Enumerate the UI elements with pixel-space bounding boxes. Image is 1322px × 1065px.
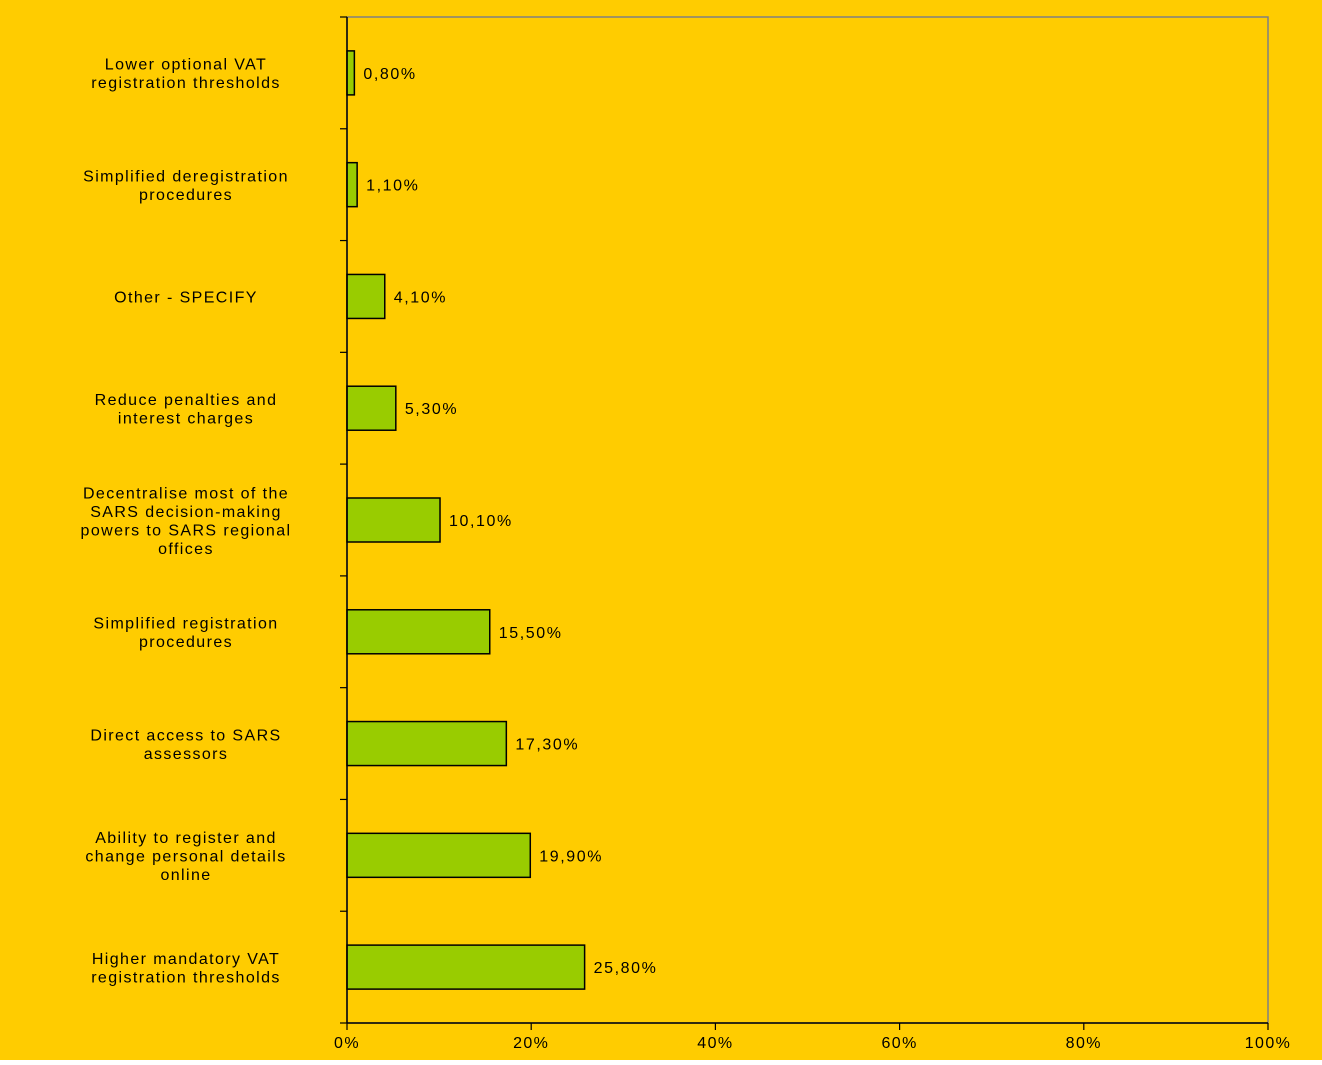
category-label-line: Other - SPECIFY: [114, 289, 258, 306]
category-label: Lower optional VAT registration threshold…: [91, 57, 281, 93]
category-label-line: procedures: [139, 187, 233, 204]
category-label-line: Simplified deregistration: [83, 168, 289, 185]
bar: [346, 944, 586, 990]
category-label: Ability to register and change personal d…: [85, 830, 286, 884]
data-label: 15,50%: [499, 625, 563, 642]
category-label: Simplified deregistration procedures: [83, 168, 289, 204]
bar: [346, 497, 441, 543]
category-label-line: registration thresholds: [91, 969, 281, 986]
data-label: 0,80%: [363, 66, 416, 83]
category-label: Direct access to SARS assessors: [90, 727, 281, 763]
category-label-line: Reduce penalties and: [95, 392, 278, 409]
bar: [346, 720, 508, 767]
x-tick-label: 40%: [697, 1035, 733, 1052]
data-label: 10,10%: [449, 513, 513, 530]
category-label-line: Decentralise most of the: [83, 485, 289, 502]
x-tick-label: 0%: [334, 1035, 360, 1052]
category-label-line: change personal details: [85, 848, 286, 865]
bar: [346, 273, 386, 320]
category-label-line: assessors: [144, 746, 229, 763]
category-label-line: SARS decision-making: [90, 504, 282, 521]
x-tick-label: 60%: [881, 1035, 917, 1052]
category-label-line: powers to SARS regional: [81, 522, 292, 539]
data-label: 4,10%: [394, 289, 447, 306]
bars-layer: [346, 50, 586, 990]
labels-layer: 0,80%Lower optional VAT registration thre…: [81, 57, 1292, 1052]
category-label-line: Higher mandatory VAT: [92, 951, 280, 968]
data-label: 5,30%: [405, 401, 458, 418]
data-label: 17,30%: [515, 737, 579, 754]
category-label: Higher mandatory VAT registration thresho…: [91, 951, 281, 987]
category-label: Simplified registration procedures: [93, 616, 278, 652]
data-label: 19,90%: [539, 848, 603, 865]
bar: [346, 832, 532, 879]
x-tick-label: 100%: [1245, 1035, 1292, 1052]
category-label-line: Simplified registration: [93, 616, 278, 633]
category-label-line: procedures: [139, 634, 233, 651]
bar: [346, 609, 491, 655]
category-label-line: offices: [158, 541, 214, 558]
x-tick-label: 20%: [513, 1035, 549, 1052]
axis-layer: [340, 16, 1269, 1030]
bar: [346, 161, 358, 208]
category-label: Reduce penalties and interest charges: [95, 392, 278, 428]
data-label: 1,10%: [366, 178, 419, 195]
category-label: Other - SPECIFY: [114, 289, 258, 306]
x-tick-label: 80%: [1066, 1035, 1102, 1052]
category-label-line: registration thresholds: [91, 75, 281, 92]
data-label: 25,80%: [594, 960, 658, 977]
category-label-line: online: [160, 867, 211, 884]
category-label: Decentralise most of the SARS decision-ma…: [81, 485, 292, 558]
category-label-line: Ability to register and: [95, 830, 277, 847]
bar: [346, 50, 356, 96]
category-label-line: Direct access to SARS: [90, 727, 281, 744]
category-label-line: interest charges: [118, 410, 254, 427]
bar: [346, 385, 397, 431]
category-label-line: Lower optional VAT: [105, 57, 267, 74]
